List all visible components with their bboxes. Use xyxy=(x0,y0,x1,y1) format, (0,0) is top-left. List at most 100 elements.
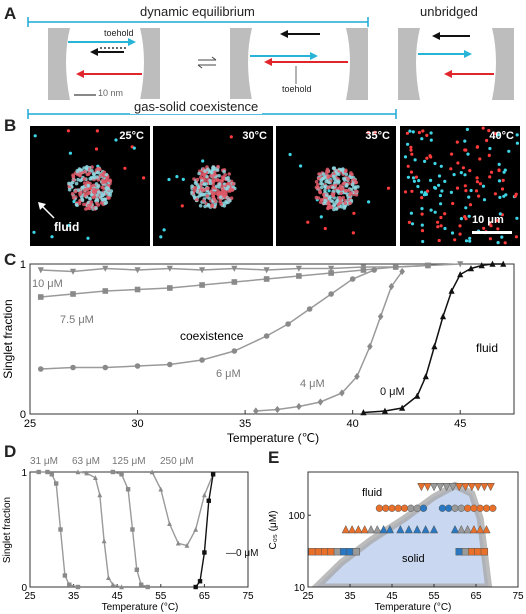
particle xyxy=(485,138,489,143)
particle xyxy=(474,189,479,193)
particle xyxy=(67,223,71,227)
micrograph-35c: 35°C xyxy=(276,126,396,246)
particle xyxy=(488,175,492,179)
toehold-label-left: toehold xyxy=(104,28,134,38)
data-point xyxy=(263,333,270,339)
data-point xyxy=(197,579,203,584)
data-point xyxy=(296,273,302,279)
data-point xyxy=(199,357,205,363)
phase-point xyxy=(404,524,413,534)
particle xyxy=(478,157,482,161)
particle xyxy=(515,216,519,220)
x-tick-label: 75 xyxy=(512,591,524,602)
series-label: 10 μM xyxy=(32,278,63,290)
particle xyxy=(417,179,421,183)
particle xyxy=(496,219,500,223)
particle xyxy=(94,147,99,151)
chart-e-frame xyxy=(307,471,519,588)
chart-d-xlabel: Temperature (°C) xyxy=(102,602,179,613)
data-point xyxy=(457,261,464,268)
particle xyxy=(323,226,327,231)
particle xyxy=(409,211,413,215)
particle xyxy=(463,139,467,143)
particle xyxy=(414,175,418,179)
particle xyxy=(436,220,440,224)
particle xyxy=(181,177,185,181)
y-tick-label: 1 xyxy=(21,468,27,479)
particle xyxy=(496,227,500,231)
particle xyxy=(478,182,482,186)
particle xyxy=(436,225,440,229)
x-tick-label: 55 xyxy=(155,591,167,602)
particle xyxy=(420,190,424,194)
data-point xyxy=(231,265,238,272)
phase-point xyxy=(394,504,402,512)
chart-c-xlabel: Temperature (℃) xyxy=(227,431,319,445)
phase-point xyxy=(429,524,439,534)
annotation-coexistence: coexistence xyxy=(180,329,244,343)
particle xyxy=(409,170,414,174)
particle xyxy=(489,170,494,174)
toehold-label-mid: toehold xyxy=(282,84,312,94)
particle xyxy=(497,168,501,173)
data-point xyxy=(166,265,173,272)
particle xyxy=(461,166,465,170)
panel-a-schematic xyxy=(27,17,514,100)
particle xyxy=(464,189,468,193)
particle xyxy=(439,164,443,168)
particle xyxy=(501,178,505,182)
data-point xyxy=(317,398,324,406)
y-tick-label: 0 xyxy=(20,409,26,421)
particle xyxy=(425,133,429,137)
particle xyxy=(450,152,454,156)
scalebar-label-um: 10 μm xyxy=(472,214,504,226)
data-point xyxy=(422,373,429,380)
particle xyxy=(201,159,205,163)
data-point xyxy=(75,584,81,590)
particle xyxy=(464,206,468,210)
chart-c-singlet-fraction: 25 30 35 40 45 0 1 10 μM 7.5 μM 6 μM 4 μM 0 μM Tem… xyxy=(1,259,515,445)
particle xyxy=(367,200,371,204)
particle xyxy=(465,127,469,131)
particle xyxy=(426,189,430,193)
equilibrium-arrows-icon xyxy=(197,56,217,69)
data-point xyxy=(145,584,150,590)
data-point xyxy=(467,265,475,272)
particle xyxy=(33,134,37,138)
particle xyxy=(405,131,409,135)
phase-point xyxy=(448,483,458,492)
phase-point xyxy=(407,504,415,512)
particle xyxy=(456,161,460,165)
particle xyxy=(500,235,504,239)
schematic-bridged-mid xyxy=(230,28,368,100)
particle xyxy=(403,155,408,159)
phase-point xyxy=(354,524,363,534)
particle xyxy=(514,192,518,196)
particle xyxy=(406,164,410,168)
particle xyxy=(468,239,472,243)
x-tick-label: 45 xyxy=(112,591,124,602)
series-label: 7.5 μM xyxy=(60,314,94,326)
data-point xyxy=(110,582,116,587)
phase-point xyxy=(360,524,369,534)
temp-label-25c: 25°C xyxy=(119,130,144,142)
micrograph-40c: 40°C 10 μm xyxy=(400,126,520,246)
series-label: 0 μM xyxy=(380,386,405,398)
data-point xyxy=(167,361,173,368)
data-point xyxy=(167,285,173,291)
particle xyxy=(451,201,455,206)
data-point xyxy=(130,527,135,532)
phase-point xyxy=(438,504,447,512)
series-label: —0 μM xyxy=(226,548,258,559)
phase-point xyxy=(385,524,395,534)
phase-point xyxy=(461,483,470,492)
phase-point xyxy=(327,548,335,556)
data-point xyxy=(388,282,395,291)
particle xyxy=(408,129,412,133)
particle xyxy=(463,173,467,177)
phase-point xyxy=(476,524,485,534)
particle xyxy=(420,207,424,211)
data-point xyxy=(138,582,144,587)
data-point xyxy=(102,364,109,371)
particle xyxy=(443,179,447,183)
